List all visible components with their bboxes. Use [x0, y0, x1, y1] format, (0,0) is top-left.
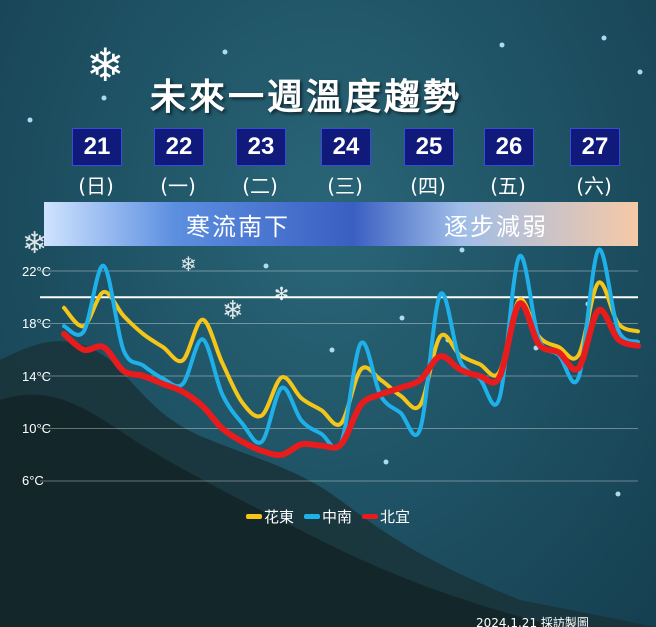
legend: 花東 中南 北宜: [246, 506, 410, 527]
legend-label: 北宜: [380, 508, 411, 526]
legend-item: 花東: [246, 506, 294, 527]
day-weekday: (三): [327, 174, 363, 198]
trend-band-left-label: 寒流南下: [186, 213, 290, 241]
legend-swatch: [246, 514, 262, 519]
trend-band: [44, 202, 638, 246]
series-line-3: [61, 300, 641, 459]
page-title: 未來一週溫度趨勢: [150, 77, 463, 118]
y-tick-label: 22°C: [22, 264, 52, 279]
star-dot: [383, 459, 389, 465]
star-dot: [101, 95, 107, 101]
day-date: 26: [484, 128, 534, 166]
snowflake-icon: ❄: [22, 226, 48, 261]
star-dot: [615, 491, 621, 497]
legend-label: 中南: [322, 508, 353, 526]
series-line-1: [62, 280, 640, 427]
star-dot: [637, 69, 643, 75]
series-layer: [61, 247, 641, 459]
day-date: 24: [321, 128, 371, 166]
star-dot: [601, 35, 607, 41]
y-tick-label: 18°C: [22, 316, 52, 331]
gridlines: [40, 270, 638, 482]
star-dot: [263, 263, 269, 269]
day-weekday: (日): [78, 174, 114, 198]
legend-item: 北宜: [362, 506, 410, 527]
star-dot: [27, 117, 33, 123]
day-date: 27: [570, 128, 620, 166]
trend-band-right-label: 逐步減弱: [444, 213, 548, 241]
y-tick-label: 6°C: [22, 473, 44, 488]
star-dot: [222, 49, 228, 55]
credit-label: 2024.1.21 採訪製圖: [476, 616, 589, 627]
day-date: 25: [404, 128, 454, 166]
snowflake-icon: ❄: [86, 38, 125, 92]
star-dot: [499, 42, 505, 48]
legend-label: 花東: [264, 508, 295, 526]
star-dot: [399, 315, 405, 321]
y-tick-label: 10°C: [22, 421, 52, 436]
snowflake-icon: ❄: [222, 296, 244, 326]
star-field: [27, 35, 643, 497]
snowflake-icon: ❄: [180, 252, 197, 276]
day-weekday: (一): [160, 174, 196, 198]
day-weekday: (四): [410, 174, 446, 198]
ground-silhouette: [0, 394, 560, 627]
y-tick-label: 14°C: [22, 369, 52, 384]
snowflake-icon: ✻: [274, 284, 290, 305]
day-date: 23: [236, 128, 286, 166]
day-date: 21: [72, 128, 122, 166]
star-dot: [329, 347, 335, 353]
day-weekday: (六): [576, 174, 612, 198]
legend-item: 中南: [304, 506, 352, 527]
day-weekday: (五): [490, 174, 526, 198]
day-weekday: (二): [242, 174, 278, 198]
legend-swatch: [362, 514, 379, 519]
legend-swatch: [304, 514, 321, 519]
day-date: 22: [154, 128, 204, 166]
star-dot: [459, 247, 465, 253]
